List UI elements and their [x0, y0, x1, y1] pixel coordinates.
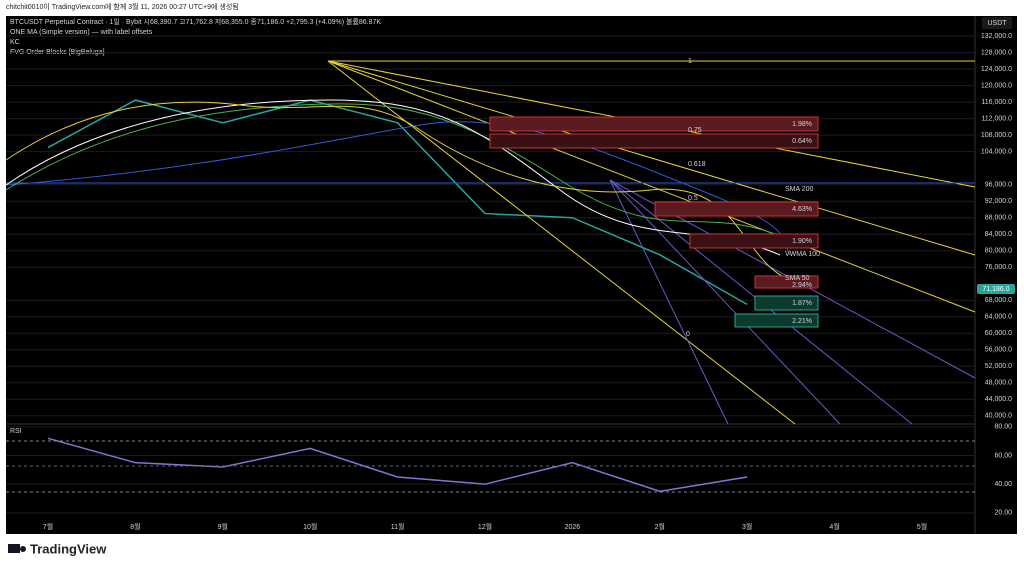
y-tick-label: 108,000.0 [981, 132, 1012, 139]
y-tick-label: 116,000.0 [981, 99, 1012, 106]
last-price-box [977, 284, 1015, 294]
fvg-label: 2.94% [792, 282, 812, 289]
x-tick-label: 11월 [391, 522, 405, 531]
fib-label: 0.5 [688, 195, 698, 202]
fvg-label: 1.98% [792, 121, 812, 128]
y-tick-label: 20.00 [994, 510, 1012, 517]
y-tick-label: 56,000.0 [985, 347, 1012, 354]
x-tick-label: 9월 [218, 522, 228, 531]
y-tick-label: 92,000.0 [985, 198, 1012, 205]
x-tick-label: 12월 [478, 522, 492, 531]
indicator: ONE MA (Simple version) — with label off… [10, 29, 153, 36]
y-tick-label: 124,000.0 [981, 66, 1012, 73]
fvg-label: 2.21% [792, 318, 812, 325]
fib-label: 1 [688, 58, 692, 65]
author-line: chitchit0010이 TradingView.com에 함께 3월 11,… [6, 2, 239, 11]
brand: TradingView [30, 541, 107, 556]
x-tick-label: 4월 [829, 522, 839, 531]
y-tick-label: 132,000.0 [981, 33, 1012, 40]
currency-box [982, 17, 1012, 29]
x-tick-label: 5월 [917, 522, 927, 531]
y-tick-label: 52,000.0 [985, 363, 1012, 370]
fib-label: 0.618 [688, 161, 706, 168]
fvg-label: 1.87% [792, 300, 812, 307]
fvg-label: 4.63% [792, 206, 812, 213]
ma-label: SMA 200 [785, 186, 814, 193]
y-tick-label: 112,000.0 [981, 116, 1012, 123]
y-tick-label: 96,000.0 [985, 182, 1012, 189]
y-tick-label: 40.00 [994, 481, 1012, 488]
y-tick-label: 104,000.0 [981, 149, 1012, 156]
y-tick-label: 40,000.0 [985, 413, 1012, 420]
fib-label: 0.75 [688, 127, 702, 134]
y-tick-label: 60.00 [994, 452, 1012, 459]
x-tick-label: 8월 [130, 522, 140, 531]
logo [8, 544, 26, 553]
y-tick-label: 76,000.0 [985, 264, 1012, 271]
chart-area [6, 16, 1017, 534]
x-tick-label: 7월 [43, 522, 53, 531]
fib-label: 0 [686, 331, 690, 338]
y-tick-label: 84,000.0 [985, 231, 1012, 238]
ma-label: VWMA 100 [785, 251, 820, 258]
y-tick-label: 68,000.0 [985, 297, 1012, 304]
drawings [5, 60, 976, 493]
y-tick-label: 80.00 [994, 424, 1012, 431]
x-tick-label: 2026 [565, 524, 581, 531]
y-tick-label: 128,000.0 [981, 50, 1012, 57]
fvg-label: 1.90% [792, 238, 812, 245]
y-tick-label: 44,000.0 [985, 396, 1012, 403]
fvg-label: 0.64% [792, 138, 812, 145]
currency: USDT [987, 20, 1007, 27]
ma-label: SMA 50 [785, 275, 810, 282]
indicator: KC [10, 39, 20, 46]
price-line [47, 99, 748, 305]
x-tick-label: 10월 [303, 522, 317, 531]
last-price: 71,186.0 [982, 286, 1009, 293]
price-line [47, 437, 748, 493]
y-tick-label: 120,000.0 [981, 83, 1012, 90]
x-tick-label: 3월 [742, 522, 752, 531]
y-tick-label: 64,000.0 [985, 314, 1012, 321]
y-tick-label: 80,000.0 [985, 248, 1012, 255]
pane-title: RSI [10, 428, 22, 435]
x-tick-label: 2월 [655, 522, 665, 531]
y-tick-label: 48,000.0 [985, 380, 1012, 387]
y-tick-label: 88,000.0 [985, 215, 1012, 222]
symbol-line: BTCUSDT Perpetual Contract · 1일 · Bybit … [10, 17, 381, 26]
y-tick-label: 60,000.0 [985, 330, 1012, 337]
